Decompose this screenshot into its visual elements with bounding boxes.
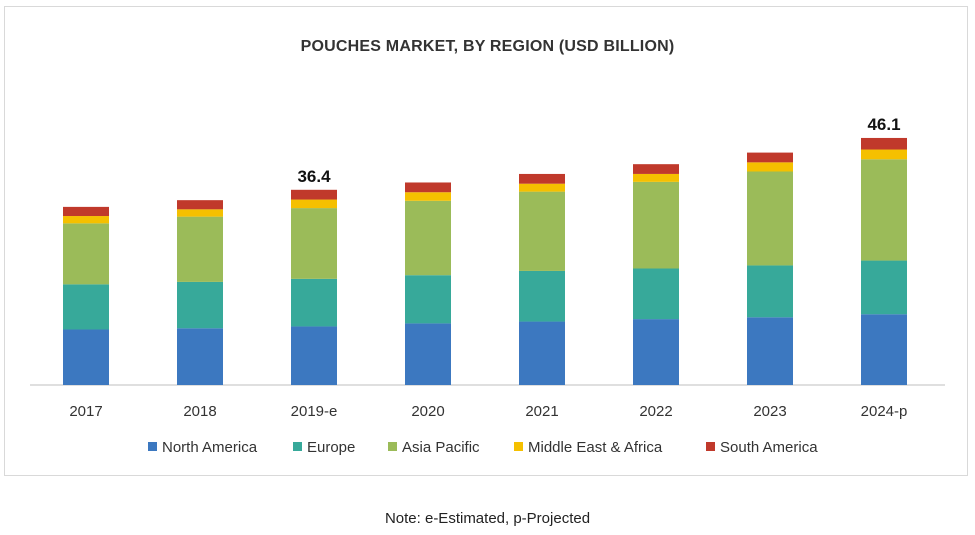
bar-segment-middle-east-africa-2020 <box>405 192 451 201</box>
bar-segment-middle-east-africa-2019-e <box>291 199 337 209</box>
bar-segment-asia-pacific-2024-p <box>861 159 907 261</box>
bar-segment-europe-2018 <box>177 281 223 329</box>
bar-segment-south-america-2024-p <box>861 137 907 150</box>
legend-label-south-america: South America <box>720 439 818 456</box>
x-tick-label: 2019-e <box>291 403 338 420</box>
bar-segment-europe-2021 <box>519 270 565 322</box>
data-label-total: 46.1 <box>867 115 900 134</box>
x-tick-label: 2022 <box>639 403 672 420</box>
x-tick-label: 2023 <box>753 403 786 420</box>
data-label-total: 36.4 <box>297 167 331 186</box>
bar-segment-south-america-2017 <box>63 206 109 217</box>
legend-label-europe: Europe <box>307 439 355 456</box>
legend: North America Europe Asia Pacific Middle Ea… <box>148 439 818 456</box>
x-tick-label: 2018 <box>183 403 216 420</box>
legend-swatch-north-america <box>148 442 157 451</box>
bar-segment-north-america-2019-e <box>291 326 337 385</box>
x-tick-label: 2020 <box>411 403 444 420</box>
bar-segment-europe-2022 <box>633 268 679 320</box>
bar-segment-south-america-2023 <box>747 152 793 163</box>
bar-segment-europe-2017 <box>63 284 109 330</box>
bar-segment-middle-east-africa-2024-p <box>861 149 907 160</box>
bar-segment-europe-2019-e <box>291 278 337 327</box>
bar-segment-asia-pacific-2018 <box>177 216 223 282</box>
bar-stacks <box>63 137 907 385</box>
footnote: Note: e-Estimated, p-Projected <box>384 510 591 527</box>
chart-title: POUCHES MARKET, BY REGION (USD BILLION) <box>300 38 675 55</box>
bar-segment-europe-2023 <box>747 265 793 318</box>
bar-segment-south-america-2022 <box>633 164 679 174</box>
bar-segment-south-america-2018 <box>177 200 223 210</box>
bar-segment-middle-east-africa-2023 <box>747 162 793 172</box>
bar-segment-asia-pacific-2020 <box>405 200 451 276</box>
bar-segment-asia-pacific-2019-e <box>291 208 337 279</box>
bar-segment-asia-pacific-2022 <box>633 181 679 269</box>
bar-segment-north-america-2024-p <box>861 314 907 385</box>
x-tick-labels: 2017 2018 2019-e 2020 2021 2022 2023 2024-p <box>69 403 907 420</box>
legend-swatch-europe <box>293 442 302 451</box>
bar-segment-north-america-2023 <box>747 317 793 385</box>
legend-label-north-america: North America <box>162 439 258 456</box>
bar-segment-middle-east-africa-2017 <box>63 216 109 224</box>
bar-segment-north-america-2018 <box>177 328 223 385</box>
legend-swatch-asia-pacific <box>388 442 397 451</box>
data-labels: 36.4 46.1 <box>297 115 900 186</box>
legend-label-asia-pacific: Asia Pacific <box>402 439 480 456</box>
bar-segment-middle-east-africa-2022 <box>633 173 679 182</box>
bar-segment-asia-pacific-2017 <box>63 223 109 285</box>
bar-segment-north-america-2020 <box>405 323 451 385</box>
legend-swatch-middle-east-africa <box>514 442 523 451</box>
bar-segment-middle-east-africa-2018 <box>177 209 223 217</box>
bar-segment-north-america-2022 <box>633 319 679 385</box>
bar-segment-north-america-2021 <box>519 321 565 385</box>
bar-segment-south-america-2019-e <box>291 189 337 200</box>
bar-segment-europe-2024-p <box>861 260 907 315</box>
bar-segment-south-america-2020 <box>405 182 451 193</box>
legend-swatch-south-america <box>706 442 715 451</box>
legend-label-middle-east-africa: Middle East & Africa <box>528 439 663 456</box>
chart-frame <box>4 6 968 476</box>
x-tick-label: 2024-p <box>861 403 908 420</box>
bar-segment-asia-pacific-2021 <box>519 191 565 271</box>
bar-segment-north-america-2017 <box>63 329 109 385</box>
bar-segment-asia-pacific-2023 <box>747 171 793 266</box>
bar-segment-south-america-2021 <box>519 173 565 184</box>
bar-segment-middle-east-africa-2021 <box>519 183 565 192</box>
x-tick-label: 2017 <box>69 403 102 420</box>
x-tick-label: 2021 <box>525 403 558 420</box>
bar-segment-europe-2020 <box>405 275 451 324</box>
